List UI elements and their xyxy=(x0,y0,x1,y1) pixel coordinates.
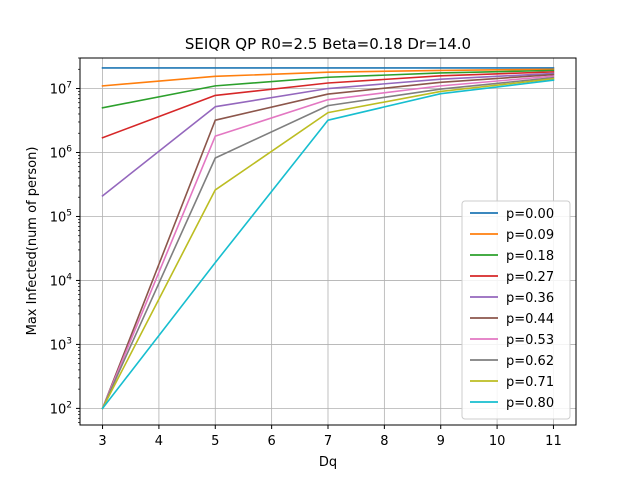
x-axis-label: Dq xyxy=(319,455,337,470)
x-tick-label: 10 xyxy=(489,434,506,449)
series-line-p-0-71 xyxy=(101,77,555,410)
legend: p=0.00 p=0.09 p=0.18 p=0.27 p=0.36 p=0.44 p=0.… xyxy=(461,200,571,420)
series-line-p-0-62 xyxy=(101,76,555,410)
y-tick-label: 102 xyxy=(50,400,72,417)
legend-label: p=0.09 xyxy=(506,228,554,243)
y-axis-label: Max Infected(num of person) xyxy=(25,147,40,336)
series-line-p-0-36 xyxy=(101,72,555,197)
y-tick-label: 105 xyxy=(50,208,72,225)
x-tick-label: 6 xyxy=(267,434,275,449)
series-line-p-0-18 xyxy=(101,69,555,109)
legend-label: p=0.62 xyxy=(506,354,554,369)
series-line-p-0-09 xyxy=(101,68,555,87)
legend-label: p=0.18 xyxy=(506,249,554,264)
legend-label: p=0.80 xyxy=(506,396,554,411)
series-line-p-0-27 xyxy=(101,71,555,139)
legend-label: p=0.00 xyxy=(506,207,554,222)
y-tick-label: 103 xyxy=(50,336,72,353)
y-tick-label: 106 xyxy=(50,144,73,161)
x-tick-label: 7 xyxy=(324,434,332,449)
legend-label: p=0.27 xyxy=(506,270,554,285)
x-tick-label: 11 xyxy=(545,434,562,449)
series-line-p-0-53 xyxy=(101,75,555,410)
legend-label: p=0.53 xyxy=(506,333,554,348)
x-tick-label: 4 xyxy=(155,434,163,449)
legend-label: p=0.36 xyxy=(506,291,554,306)
series-line-p-0-80 xyxy=(101,79,555,410)
chart-title: SEIQR QP R0=2.5 Beta=0.18 Dr=14.0 xyxy=(185,35,471,53)
plot-lines xyxy=(101,67,555,410)
legend-label: p=0.44 xyxy=(506,312,554,327)
legend-label: p=0.71 xyxy=(506,375,554,390)
x-tick-label: 5 xyxy=(211,434,219,449)
y-tick-label: 107 xyxy=(50,81,72,98)
x-tick-label: 9 xyxy=(437,434,445,449)
y-tick-label: 104 xyxy=(50,272,73,289)
x-tick-label: 8 xyxy=(380,434,388,449)
ticks: 3 4 5 6 7 8 9 10 11 102 103 104 105 106 107 xyxy=(50,57,562,449)
x-tick-label: 3 xyxy=(98,434,106,449)
series-line-p-0-44 xyxy=(101,73,555,410)
